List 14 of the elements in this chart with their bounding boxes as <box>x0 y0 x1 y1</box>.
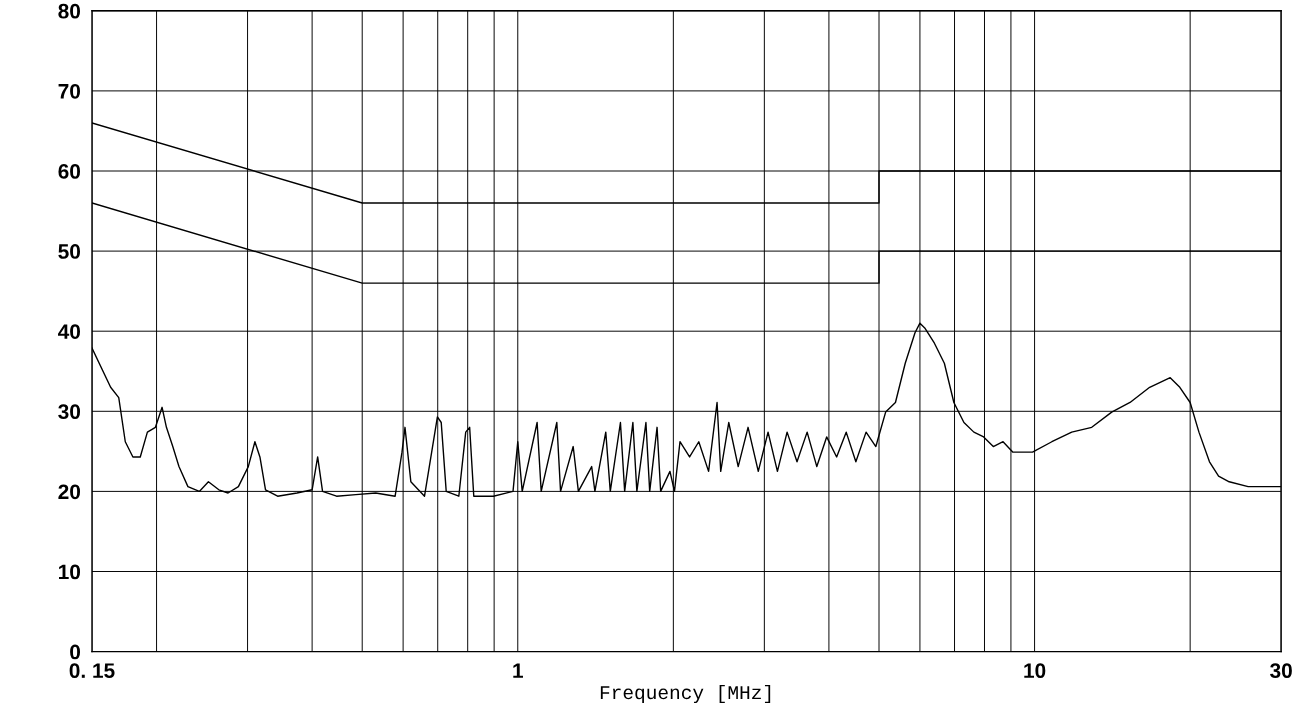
y-tick-label: 80 <box>58 3 81 19</box>
x-tick-label: 30 <box>1270 663 1292 679</box>
y-tick-label: 0 <box>70 644 81 660</box>
x-tick-label: 1 <box>513 663 523 678</box>
y-tick-label: 30 <box>58 404 81 420</box>
y-tick-label: 70 <box>58 83 81 99</box>
x-tick-label: 10 <box>1024 663 1046 679</box>
x-axis-title: Frequency [MHz] <box>600 684 771 704</box>
y-tick-label: 50 <box>58 244 81 259</box>
y-tick-label: 20 <box>58 484 81 500</box>
y-tick-label: 40 <box>58 324 81 339</box>
x-tick-label: 0. 15 <box>69 663 115 679</box>
y-tick-label: 10 <box>59 564 81 580</box>
y-tick-label: 60 <box>58 164 81 179</box>
